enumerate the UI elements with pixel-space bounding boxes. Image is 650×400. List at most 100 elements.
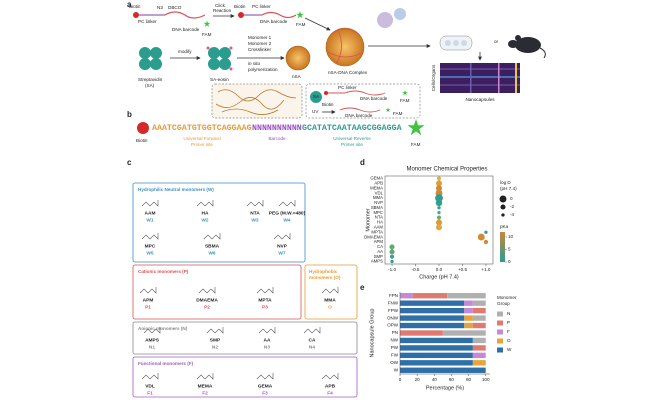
bar-segment: [472, 300, 486, 306]
y-tick-label: AMPS: [371, 259, 383, 264]
biotin-icon: [137, 122, 149, 134]
monomer-name: MEMA: [198, 383, 213, 389]
structure: [141, 373, 159, 380]
capsule: [377, 12, 393, 28]
legend-dot: [501, 213, 505, 217]
monomer-name: NVP: [277, 243, 288, 249]
label: Biotin: [136, 138, 148, 143]
monomer-code: N1: [149, 344, 155, 350]
dot: [389, 244, 395, 250]
structure: [321, 287, 339, 294]
label: Biotin: [129, 4, 141, 9]
structure: [258, 327, 276, 334]
label: Streptavidin: [138, 77, 163, 82]
label: PC linker: [138, 19, 157, 24]
biotin-icon: [238, 12, 244, 18]
y-tick-label: NVP: [374, 200, 383, 205]
bar-segment: [472, 360, 486, 366]
sa-eosin-icon: [206, 46, 233, 71]
monomer-name: SBMA: [205, 243, 220, 249]
bar-segment: [400, 352, 473, 359]
monomer-code: P1: [145, 304, 151, 310]
monomer-name: MPC: [145, 243, 156, 249]
y-tick-label: FPW: [388, 308, 399, 313]
x-tick-label: 0: [399, 377, 402, 382]
x-tick-label: -0.5: [412, 267, 420, 272]
x-tick-label: 80: [466, 377, 472, 382]
colorbar-label: 0: [508, 259, 511, 264]
chart-title: Monomer Chemical Properties: [406, 167, 487, 173]
legend-label: N: [507, 311, 510, 316]
colorbar-label: 5: [508, 247, 511, 252]
structure: [206, 327, 224, 334]
dot: [435, 199, 443, 207]
dot: [436, 219, 442, 226]
bar-segment: [400, 330, 443, 336]
bar-segment: [442, 330, 486, 336]
group-title: Cationic monomers (P): [138, 269, 189, 274]
biotin-icon: [324, 91, 328, 95]
y-tick-label: FPN: [389, 293, 398, 298]
legend-dot: [499, 195, 507, 203]
label: Monomer 1: [248, 35, 272, 40]
label: in situ: [248, 61, 260, 66]
group-box: [132, 182, 306, 263]
legend-swatch: [497, 311, 503, 317]
label: Primer site: [341, 142, 363, 147]
legend-label: 0: [510, 196, 513, 201]
legend-label: O: [507, 338, 511, 343]
panel-b: Biotin AAATCGATGTGGTCAGGAAG NNNNNNNNNN G…: [136, 119, 425, 147]
monomer-code: F4: [327, 390, 333, 396]
axis-label: Cells/Organs: [431, 64, 436, 91]
monomer-code: N4: [309, 344, 315, 350]
dna-strand: [328, 90, 386, 96]
structure: [273, 233, 291, 240]
y-tick-label: AA: [377, 249, 383, 254]
y-tick-label: MPC: [373, 210, 383, 215]
group-box: [132, 321, 358, 355]
monomer-code: W1: [146, 217, 154, 223]
structure: [143, 327, 161, 334]
x-tick-label: +1.0: [481, 267, 491, 272]
y-tick-label: NW: [391, 338, 399, 343]
y-tick-label: PN: [392, 330, 398, 335]
legend-title: log D: [500, 180, 511, 185]
legend-swatch: [497, 320, 503, 326]
y-tick-label: MMA: [373, 195, 383, 200]
y-tick-label: APB: [374, 180, 383, 185]
label: Universal Forward: [183, 136, 221, 141]
panel-label: e: [360, 283, 365, 292]
group-box: [132, 264, 302, 320]
dot: [436, 185, 442, 192]
sequence: GCATATCAATAAGCGGAGGA: [302, 124, 402, 133]
monomer-code: F3: [262, 390, 268, 396]
tubes-icon: [439, 35, 473, 51]
y-tick-label: FNW: [388, 300, 399, 305]
y-axis-label: Monomer: [365, 208, 371, 231]
nsa-sphere: [285, 45, 311, 71]
polymer-inset: [211, 83, 303, 119]
y-tick-label: CA: [377, 244, 383, 249]
label: polymerization: [248, 67, 278, 72]
bar-segment: [472, 345, 486, 351]
label: SA: [313, 94, 320, 99]
label: Biotin: [322, 102, 334, 107]
y-tick-label: PW: [391, 345, 399, 350]
bar-segment: [464, 300, 473, 306]
structure: [246, 200, 264, 207]
group-box: [304, 264, 358, 320]
legend-label: -4: [510, 212, 515, 217]
bar-segment: [464, 322, 473, 329]
legend-label: P: [507, 320, 510, 325]
y-tick-label: OPW: [387, 323, 399, 328]
axis-label: Nanocapsules: [465, 97, 495, 102]
monomer-code: W3: [251, 217, 259, 223]
dot: [436, 224, 442, 231]
label: DNA barcode: [345, 113, 373, 118]
monomer-name: NTA: [250, 210, 260, 216]
legend-title: (pH 7.4): [500, 186, 517, 191]
dot: [435, 194, 443, 202]
dot: [477, 233, 485, 241]
legend-label: W: [507, 347, 512, 352]
